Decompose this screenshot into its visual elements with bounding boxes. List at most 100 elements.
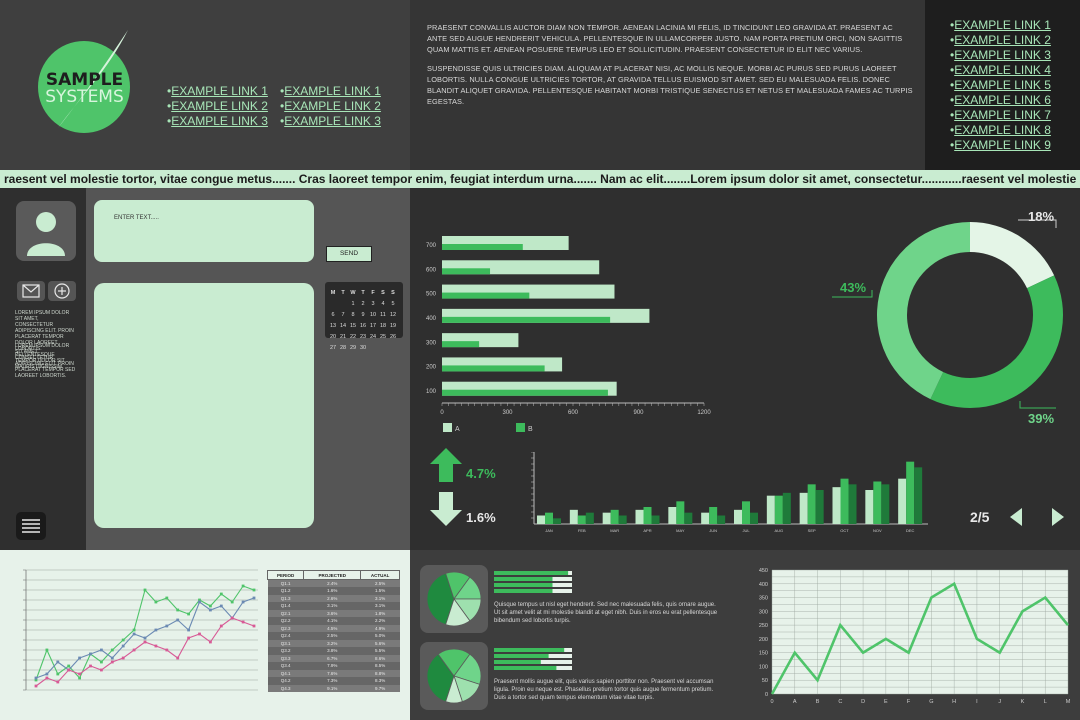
calendar-day[interactable]: 8	[351, 312, 355, 318]
calendar-day[interactable]: 12	[389, 312, 397, 318]
side-link-text[interactable]: EXAMPLE LINK 9	[954, 138, 1051, 152]
send-button[interactable]: SEND	[326, 246, 372, 262]
donut-label: 39%	[1028, 411, 1054, 426]
calendar-day[interactable]: 23	[359, 334, 367, 340]
calendar-day[interactable]: 21	[339, 334, 347, 340]
calendar-day[interactable]: 27	[329, 345, 337, 351]
calendar-day[interactable]: 17	[369, 323, 377, 329]
calendar-day[interactable]: 14	[339, 323, 347, 329]
calendar-day[interactable]: 6	[331, 312, 335, 318]
calendar-row: 20 21 22 23 24 25 26	[328, 330, 400, 341]
side-link-text[interactable]: EXAMPLE LINK 6	[954, 93, 1051, 107]
mini-bars	[494, 648, 572, 670]
calendar-day[interactable]: 1	[351, 301, 355, 307]
mail-button[interactable]	[17, 281, 45, 301]
vbar-bar	[807, 484, 816, 524]
header-link-text[interactable]: EXAMPLE LINK 2	[284, 99, 381, 113]
legend-label-a: A	[455, 426, 460, 433]
line-left-point	[165, 596, 169, 600]
avatar[interactable]	[16, 201, 76, 261]
calendar-day[interactable]: 16	[359, 323, 367, 329]
side-link[interactable]: •EXAMPLE LINK 3	[950, 48, 1051, 62]
calendar-day[interactable]: 25	[379, 334, 387, 340]
calendar-day[interactable]: 11	[380, 312, 386, 318]
header-link-text[interactable]: EXAMPLE LINK 1	[284, 84, 381, 98]
calendar-day[interactable]: 22	[349, 334, 357, 340]
side-link[interactable]: •EXAMPLE LINK 4	[950, 63, 1051, 77]
vbar-bar	[618, 515, 627, 524]
calendar-day[interactable]: 7	[341, 312, 345, 318]
calendar-day[interactable]: 15	[349, 323, 357, 329]
side-link[interactable]: •EXAMPLE LINK 6	[950, 93, 1051, 107]
message-area[interactable]	[94, 283, 314, 528]
calendar-day[interactable]: 29	[349, 345, 357, 351]
calendar-day[interactable]: 20	[329, 334, 337, 340]
calendar-day[interactable]: 9	[361, 312, 365, 318]
add-button[interactable]	[48, 281, 76, 301]
calendar-day[interactable]: 10	[369, 312, 377, 318]
table-cell: Q3.4	[267, 662, 304, 670]
calendar-day[interactable]: 24	[369, 334, 377, 340]
side-link[interactable]: •EXAMPLE LINK 7	[950, 108, 1051, 122]
menu-button[interactable]	[16, 512, 46, 540]
legend-swatch-b	[516, 423, 525, 432]
side-link[interactable]: •EXAMPLE LINK 9	[950, 138, 1051, 152]
side-link-text[interactable]: EXAMPLE LINK 1	[954, 18, 1051, 32]
pie-card[interactable]	[420, 565, 488, 633]
calendar-day[interactable]: 13	[329, 323, 337, 329]
header-link[interactable]: •EXAMPLE LINK 2	[167, 99, 268, 113]
header-link-text[interactable]: EXAMPLE LINK 2	[171, 99, 268, 113]
side-link-text[interactable]: EXAMPLE LINK 3	[954, 48, 1051, 62]
pie-card[interactable]	[420, 642, 488, 710]
vbar-bar	[873, 481, 882, 524]
vbar-bar	[553, 518, 561, 524]
header-link-text[interactable]: EXAMPLE LINK 3	[284, 114, 381, 128]
header-link[interactable]: •EXAMPLE LINK 3	[280, 114, 381, 128]
line-right-x-tick: H	[952, 699, 956, 705]
line-left-point	[176, 618, 180, 622]
side-link-text[interactable]: EXAMPLE LINK 2	[954, 33, 1051, 47]
header-link[interactable]: •EXAMPLE LINK 2	[280, 99, 381, 113]
side-link-text[interactable]: EXAMPLE LINK 7	[954, 108, 1051, 122]
line-right-x-tick: M	[1066, 699, 1071, 705]
line-left-point	[252, 588, 256, 592]
chevron-left-icon[interactable]	[1010, 508, 1024, 526]
calendar-day[interactable]: 19	[389, 323, 397, 329]
calendar-day[interactable]: 5	[391, 301, 395, 307]
calendar-day[interactable]: 3	[371, 301, 375, 307]
calendar-day[interactable]: 4	[381, 301, 385, 307]
side-link-text[interactable]: EXAMPLE LINK 8	[954, 123, 1051, 137]
calendar[interactable]: M T W T F S S 1 2 3 4 5 6 7 8 9 10 11 12 13 14 15 16 17 18 19 20 21…	[325, 282, 403, 351]
header-link[interactable]: •EXAMPLE LINK 1	[280, 84, 381, 98]
header-link-text[interactable]: EXAMPLE LINK 1	[171, 84, 268, 98]
side-link[interactable]: •EXAMPLE LINK 8	[950, 123, 1051, 137]
line-left-point	[67, 664, 71, 668]
calendar-day[interactable]: 26	[389, 334, 397, 340]
side-link-text[interactable]: EXAMPLE LINK 5	[954, 78, 1051, 92]
calendar-day[interactable]: 28	[339, 345, 347, 351]
line-left-point	[187, 636, 190, 640]
side-link[interactable]: •EXAMPLE LINK 5	[950, 78, 1051, 92]
line-right-y-tick: 450	[759, 568, 768, 574]
vbar-bar	[701, 512, 710, 524]
side-link[interactable]: •EXAMPLE LINK 2	[950, 33, 1051, 47]
data-table: PERIOD PROJECTED ACTUAL Q1.1 2.4% 2.5% Q1.2 1.6…	[266, 570, 400, 692]
donut-chart: 18% 43% 39%	[832, 209, 1063, 426]
side-link-text[interactable]: EXAMPLE LINK 4	[954, 63, 1051, 77]
header-link[interactable]: •EXAMPLE LINK 1	[167, 84, 268, 98]
logo[interactable]: SAMPLE SYSTEMS	[38, 30, 138, 135]
line-right-y-tick: 100	[759, 664, 768, 670]
calendar-day[interactable]: 2	[361, 301, 365, 307]
line-left-point	[209, 604, 212, 608]
chevron-right-icon[interactable]	[1050, 508, 1064, 526]
header-link[interactable]: •EXAMPLE LINK 3	[167, 114, 268, 128]
vbar-bar	[898, 478, 907, 524]
table-cell: 2.5%	[303, 632, 361, 640]
calendar-day[interactable]: 18	[379, 323, 387, 329]
calendar-day[interactable]: 30	[359, 345, 367, 351]
side-link[interactable]: •EXAMPLE LINK 1	[950, 18, 1051, 32]
message-input[interactable]: ENTER TEXT.....	[94, 200, 314, 262]
header-link-text[interactable]: EXAMPLE LINK 3	[171, 114, 268, 128]
line-left-point	[187, 628, 190, 632]
line-right-y-tick: 250	[759, 623, 768, 629]
